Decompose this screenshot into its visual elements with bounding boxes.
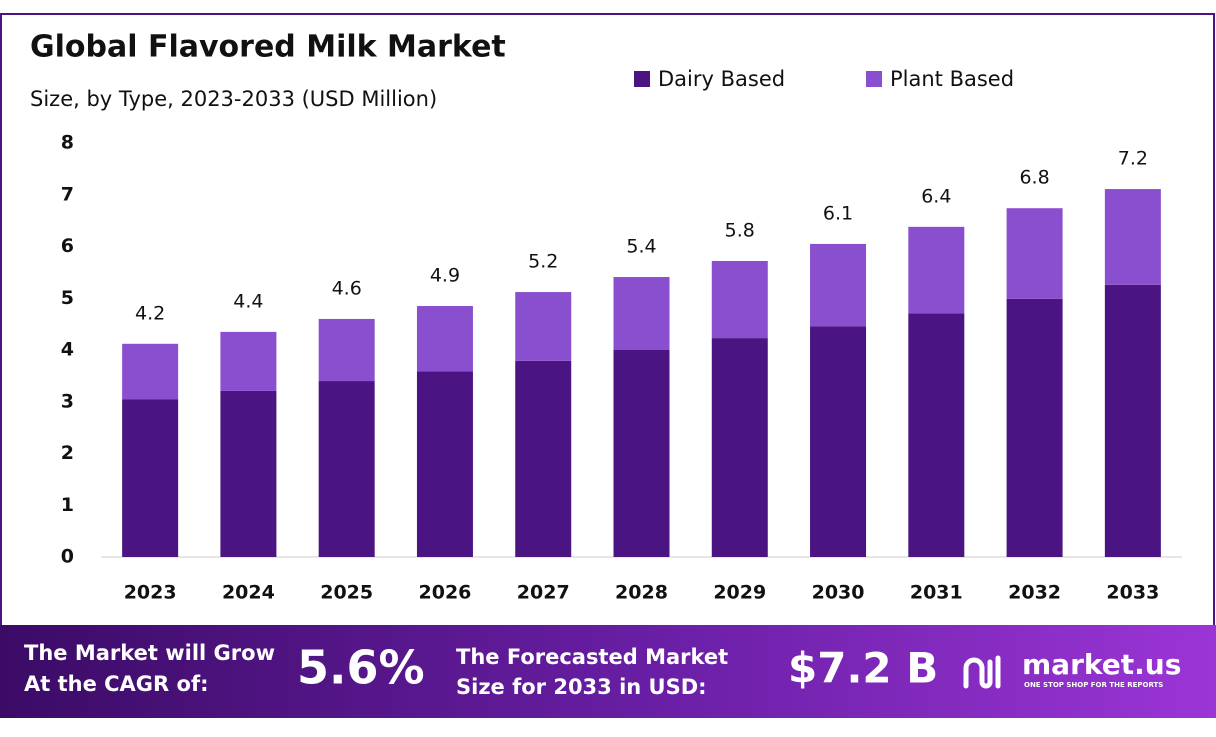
y-tick-label: 6 (61, 235, 74, 257)
bar-segment (220, 390, 277, 557)
total-label: 4.9 (430, 265, 460, 287)
tagline: ONE STOP SHOP FOR THE REPORTS (1024, 681, 1163, 689)
bar-segment (318, 381, 375, 557)
cagr-text: The Market will Grow (24, 641, 275, 665)
bar-segment (810, 243, 867, 327)
total-label: 5.8 (725, 219, 755, 241)
y-tick-label: 2 (61, 442, 74, 464)
total-label: 5.4 (626, 236, 656, 258)
total-label: 6.1 (823, 202, 853, 224)
bar-segment (613, 277, 670, 350)
bar-segment (122, 343, 179, 400)
y-tick-label: 8 (61, 132, 74, 154)
total-label: 4.4 (233, 290, 263, 312)
chart-subtitle: Size, by Type, 2023-2033 (USD Million) (30, 87, 437, 111)
logo: market.us (1022, 648, 1181, 681)
legend-swatch (866, 71, 882, 87)
x-tick-label: 2033 (1106, 582, 1159, 604)
cagr-value: 5.6% (297, 641, 425, 695)
legend-swatch (634, 71, 650, 87)
bar-segment (122, 399, 179, 557)
bar-segment (1006, 208, 1063, 299)
forecast-text: The Forecasted Market (456, 645, 728, 669)
x-tick-label: 2032 (1008, 582, 1061, 604)
bar-segment (711, 338, 768, 557)
legend-label: Dairy Based (658, 67, 785, 91)
total-label: 7.2 (1118, 148, 1148, 170)
y-tick-label: 3 (61, 390, 74, 412)
x-tick-label: 2024 (222, 582, 275, 604)
y-tick-label: 0 (61, 546, 74, 568)
bar-segment (613, 350, 670, 557)
footer-band (0, 625, 1216, 718)
bar-segment (515, 292, 572, 361)
bar-segment (810, 326, 867, 557)
y-tick-label: 5 (61, 287, 74, 309)
total-label: 4.2 (135, 302, 165, 324)
bar-segment (515, 360, 572, 557)
bar-segment (318, 318, 375, 382)
y-tick-label: 7 (61, 183, 74, 205)
x-tick-label: 2026 (419, 582, 472, 604)
bar-segment (220, 331, 277, 391)
x-tick-label: 2023 (124, 582, 177, 604)
bar-segment (416, 306, 473, 372)
x-tick-label: 2025 (320, 582, 373, 604)
y-tick-label: 4 (61, 339, 74, 361)
x-tick-label: 2031 (910, 582, 963, 604)
bar-segment (908, 226, 965, 314)
logo-icon (963, 655, 1001, 689)
y-tick-label: 1 (61, 494, 74, 516)
x-tick-label: 2030 (812, 582, 865, 604)
bar-segment (1104, 189, 1161, 285)
total-label: 6.4 (921, 185, 951, 207)
chart-title: Global Flavored Milk Market (30, 30, 506, 65)
forecast-value: $7.2 B (788, 644, 938, 693)
bar-segment (416, 371, 473, 557)
total-label: 4.6 (332, 277, 362, 299)
legend-label: Plant Based (890, 67, 1014, 91)
bar-segment (1104, 284, 1161, 557)
bar-segment (711, 260, 768, 339)
total-label: 6.8 (1019, 167, 1049, 189)
cagr-text: At the CAGR of: (24, 672, 209, 696)
bar-segment (908, 313, 965, 557)
x-tick-label: 2029 (713, 582, 766, 604)
x-tick-label: 2028 (615, 582, 668, 604)
total-label: 5.2 (528, 251, 558, 273)
forecast-text: Size for 2033 in USD: (456, 675, 707, 699)
x-tick-label: 2027 (517, 582, 570, 604)
bar-segment (1006, 298, 1063, 557)
